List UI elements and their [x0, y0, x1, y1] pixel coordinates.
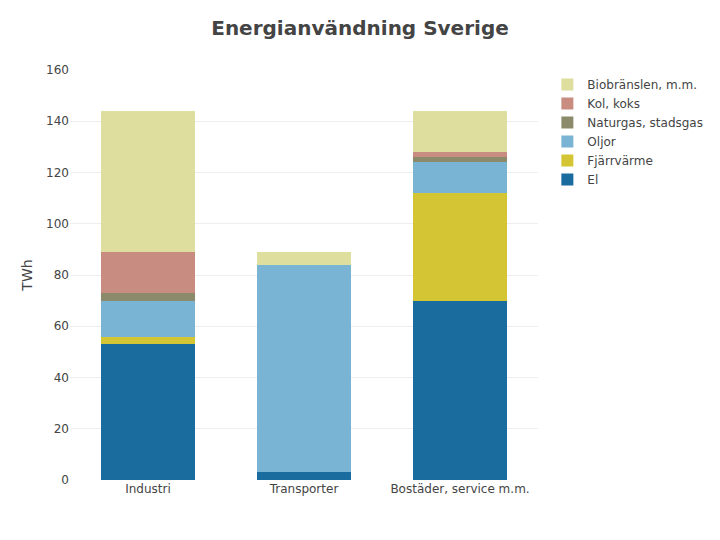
- svg-text:El: El: [587, 173, 598, 187]
- svg-text:Oljor: Oljor: [587, 135, 615, 149]
- svg-text:20: 20: [54, 422, 69, 436]
- svg-text:Fjärrvärme: Fjärrvärme: [587, 154, 653, 168]
- svg-text:120: 120: [46, 166, 69, 180]
- svg-text:Bostäder, service m.m.: Bostäder, service m.m.: [390, 482, 529, 496]
- svg-text:Kol, koks: Kol, koks: [587, 97, 640, 111]
- svg-text:Biobränslen, m.m.: Biobränslen, m.m.: [587, 78, 697, 92]
- svg-text:Energianvändning Sverige: Energianvändning Sverige: [211, 16, 509, 40]
- svg-text:Transporter: Transporter: [269, 482, 339, 496]
- svg-text:80: 80: [54, 268, 69, 282]
- svg-text:0: 0: [61, 473, 69, 487]
- svg-text:140: 140: [46, 114, 69, 128]
- svg-text:Industri: Industri: [125, 482, 171, 496]
- svg-text:Naturgas, stadsgas: Naturgas, stadsgas: [587, 116, 703, 130]
- svg-text:100: 100: [46, 217, 69, 231]
- svg-text:160: 160: [46, 63, 69, 77]
- svg-text:TWh: TWh: [19, 259, 35, 291]
- svg-text:40: 40: [54, 371, 69, 385]
- svg-text:60: 60: [54, 319, 69, 333]
